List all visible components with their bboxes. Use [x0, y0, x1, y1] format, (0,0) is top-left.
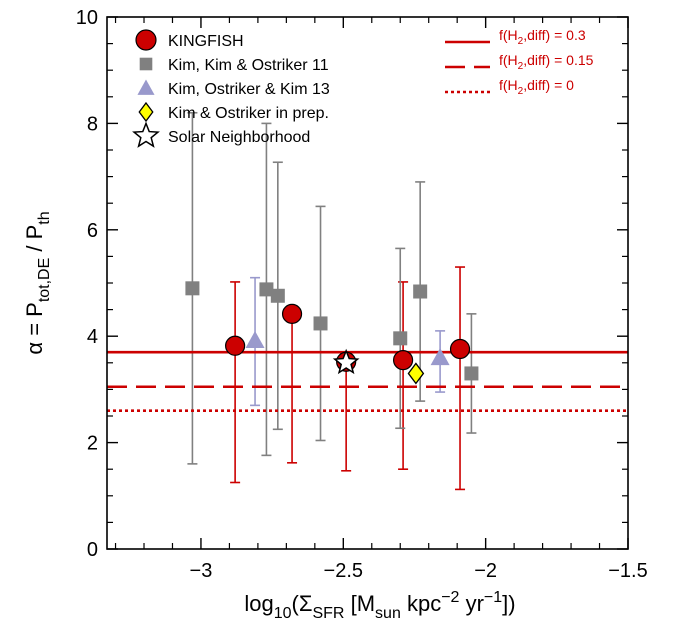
data-point	[313, 316, 328, 331]
x-tick-label: −1.5	[608, 560, 647, 582]
data-point	[259, 282, 274, 297]
data-point	[430, 347, 450, 366]
data-point	[464, 366, 479, 381]
y-axis: 0 2 4 6 8 10	[76, 7, 628, 561]
marker-layer	[185, 281, 479, 385]
legend-marker	[137, 79, 155, 95]
data-point	[332, 348, 360, 375]
x-axis-title: log10(ΣSFR [Msun kpc−2 yr−1])	[244, 589, 515, 622]
data-point	[413, 284, 428, 299]
reference-legend: f(H2,diff) = 0.3 f(H2,diff) = 0.15 f(H2,di…	[445, 27, 594, 97]
data-point	[393, 331, 408, 346]
errorbar-layer	[187, 111, 477, 491]
x-tick-label: −3	[190, 560, 213, 582]
legend-label: Kim, Kim & Ostriker 11	[168, 57, 329, 74]
reference-legend-label: f(H2,diff) = 0.3	[499, 27, 586, 47]
y-tick-label: 0	[87, 539, 98, 561]
reference-line-layer	[107, 350, 628, 412]
data-point	[449, 338, 471, 360]
data-point	[225, 335, 246, 356]
data-point	[185, 281, 200, 296]
legend-marker	[132, 121, 160, 148]
legend-label: Solar Neighborhood	[168, 129, 310, 146]
legend-label: Kim & Ostriker in prep.	[168, 105, 329, 122]
x-axis: −3 −2.5 −2 −1.5	[114, 17, 648, 582]
legend-label: KINGFISH	[168, 33, 244, 50]
data-point	[407, 362, 425, 385]
legend: KINGFISH Kim, Kim & Ostriker 11 Kim, Ostri…	[132, 29, 330, 148]
x-tick-label: −2	[474, 560, 497, 582]
y-tick-label: 4	[87, 326, 98, 348]
y-tick-label: 10	[76, 7, 98, 29]
reference-legend-label: f(H2,diff) = 0.15	[499, 52, 594, 72]
y-axis-title: α = Ptot,DE / Pth	[22, 211, 53, 354]
data-point	[245, 330, 265, 349]
y-tick-label: 6	[87, 220, 98, 242]
legend-marker	[138, 101, 154, 123]
reference-legend-label: f(H2,diff) = 0	[499, 77, 574, 97]
legend-label: Kim, Ostriker & Kim 13	[168, 81, 330, 98]
data-point	[392, 350, 414, 371]
y-tick-label: 8	[87, 113, 98, 135]
data-point	[270, 288, 285, 303]
x-tick-label: −2.5	[324, 560, 363, 582]
data-point	[281, 303, 303, 324]
y-tick-label: 2	[87, 433, 98, 455]
legend-marker	[135, 29, 157, 51]
legend-marker	[139, 57, 153, 71]
